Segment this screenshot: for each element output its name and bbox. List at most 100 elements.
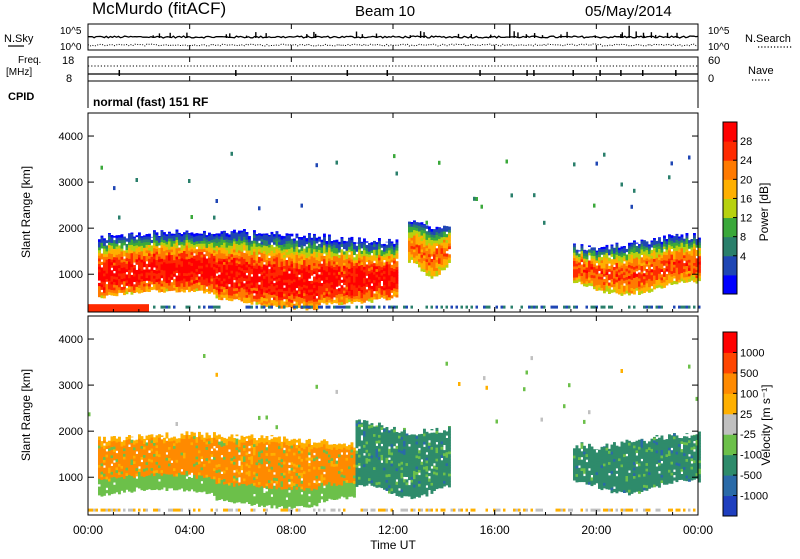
heat-cell <box>316 287 319 290</box>
heat-cell <box>146 478 149 481</box>
heat-cell <box>123 281 126 284</box>
heat-cell <box>578 268 581 271</box>
heat-cell <box>446 234 449 237</box>
heat-cell <box>396 253 399 256</box>
heat-cell <box>391 276 394 279</box>
heat-cell-ground <box>553 306 556 309</box>
heat-cell <box>438 233 441 236</box>
heat-cell <box>628 281 631 284</box>
heat-cell <box>198 254 201 257</box>
heat-cell <box>178 438 181 440</box>
heat-cell <box>151 473 154 476</box>
heat-cell <box>106 292 109 295</box>
heat-cell <box>263 292 266 295</box>
heat-cell-ground <box>318 306 321 309</box>
heat-cell <box>208 482 211 485</box>
heat-cell <box>261 277 264 280</box>
heat-cell <box>153 487 156 490</box>
heat-cell <box>668 236 671 239</box>
heat-cell <box>273 269 276 272</box>
heat-cell <box>581 244 584 246</box>
heat-cell <box>131 440 134 443</box>
heat-cell <box>173 265 176 268</box>
heat-cell <box>328 244 331 247</box>
heat-cell <box>273 250 276 253</box>
heat-cell <box>103 479 106 482</box>
heat-cell <box>606 255 609 258</box>
heat-cell <box>148 472 151 475</box>
heat-cell <box>106 460 109 463</box>
heat-cell <box>341 280 344 283</box>
heat-cell <box>198 263 201 266</box>
heat-cell <box>431 248 434 251</box>
heat-cell-ground <box>441 306 444 309</box>
heat-cell <box>103 243 106 246</box>
heat-cell <box>386 289 389 292</box>
heat-cell <box>111 438 114 441</box>
sky-noise-line <box>88 36 698 38</box>
heat-cell <box>233 252 236 255</box>
heat-cell <box>146 462 149 465</box>
heat-cell <box>171 446 174 449</box>
heat-cell <box>281 294 284 297</box>
heat-cell <box>626 260 629 263</box>
heat-cell <box>176 439 179 441</box>
heat-cell <box>206 270 209 273</box>
heat-cell <box>331 254 334 257</box>
heat-cell <box>186 284 189 287</box>
heat-cell <box>436 227 439 230</box>
heat-cell <box>98 481 101 484</box>
heat-cell <box>231 270 234 273</box>
heat-cell <box>653 253 656 256</box>
heat-cell <box>421 246 424 249</box>
heat-cell <box>161 242 164 245</box>
heat-cell <box>171 455 174 458</box>
colorbar-tick-label: 4 <box>740 251 746 263</box>
heat-cell-ground <box>208 306 211 309</box>
heat-cell <box>441 240 444 243</box>
heat-cell <box>411 224 414 227</box>
heat-cell <box>173 274 176 277</box>
heat-cell <box>276 251 279 254</box>
heat-cell <box>158 434 161 435</box>
heat-cell <box>116 481 119 484</box>
heat-cell <box>321 250 324 253</box>
heat-cell <box>116 473 119 476</box>
heat-cell <box>151 443 154 446</box>
heat-cell <box>666 277 669 280</box>
heat-cell <box>618 248 621 251</box>
heat-cell-ground <box>368 306 371 309</box>
heat-cell <box>373 241 376 242</box>
heat-cell <box>118 290 121 293</box>
heat-cell <box>163 440 166 443</box>
heat-cell <box>426 231 429 234</box>
heat-cell <box>166 247 169 250</box>
heat-cell <box>238 294 241 297</box>
heat-cell <box>663 260 666 263</box>
heat-cell <box>311 250 314 253</box>
heat-cell <box>436 254 439 257</box>
heat-cell <box>116 464 119 467</box>
heat-cell <box>633 264 636 267</box>
heat-cell <box>371 278 374 281</box>
heat-cell <box>661 258 664 261</box>
heat-cell <box>206 461 209 464</box>
heat-cell <box>178 239 181 242</box>
heat-cell <box>143 485 146 488</box>
heat-cell <box>683 269 686 272</box>
heat-cell-ground <box>511 306 514 309</box>
heat-cell <box>341 258 344 261</box>
heat-cell <box>321 283 324 286</box>
heat-cell <box>191 470 194 473</box>
heat-cell <box>213 289 216 292</box>
heat-cell <box>158 459 161 462</box>
heat-cell <box>156 459 159 462</box>
heat-cell <box>438 247 441 250</box>
heat-cell <box>321 264 324 267</box>
heat-cell <box>236 235 239 238</box>
heat-cell <box>433 237 436 240</box>
heat-cell <box>163 273 166 276</box>
heat-cell <box>263 278 266 281</box>
heat-cell-ground <box>193 509 196 512</box>
heat-cell <box>306 296 309 299</box>
